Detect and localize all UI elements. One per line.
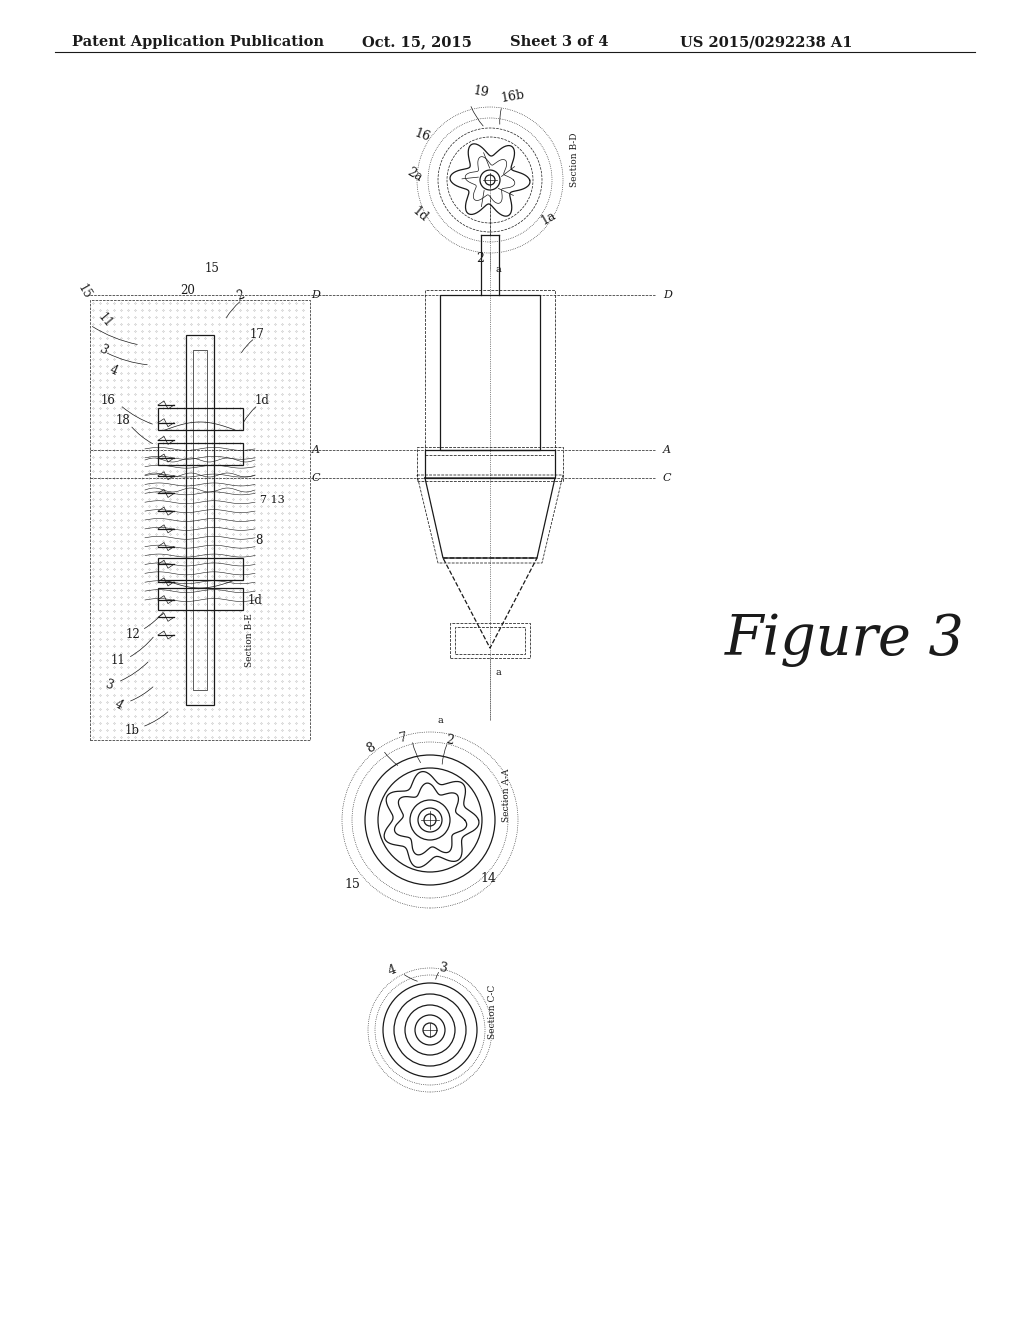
Text: 3: 3 bbox=[438, 961, 449, 975]
Bar bbox=[186, 335, 214, 705]
Text: 20: 20 bbox=[180, 284, 195, 297]
Bar bbox=[158, 444, 243, 465]
Text: A: A bbox=[312, 445, 319, 455]
Text: 11: 11 bbox=[111, 653, 125, 667]
Text: A: A bbox=[663, 445, 671, 455]
Text: US 2015/0292238 A1: US 2015/0292238 A1 bbox=[680, 36, 853, 49]
Text: a: a bbox=[495, 668, 501, 677]
Text: Sheet 3 of 4: Sheet 3 of 4 bbox=[510, 36, 608, 49]
Text: 17: 17 bbox=[250, 329, 265, 342]
Text: a: a bbox=[495, 265, 501, 275]
Text: 15: 15 bbox=[205, 261, 220, 275]
Text: 4: 4 bbox=[108, 363, 120, 378]
Text: 1b: 1b bbox=[125, 723, 140, 737]
Bar bbox=[455, 627, 525, 653]
Text: 1d: 1d bbox=[248, 594, 263, 606]
Text: 16b: 16b bbox=[500, 88, 526, 106]
Text: 3: 3 bbox=[103, 677, 115, 693]
Text: 16: 16 bbox=[100, 393, 115, 407]
Text: 2: 2 bbox=[476, 252, 484, 265]
Text: 15: 15 bbox=[75, 282, 93, 302]
Bar bbox=[425, 450, 555, 478]
Bar bbox=[450, 623, 530, 657]
Text: C: C bbox=[663, 473, 672, 483]
Text: 16: 16 bbox=[413, 127, 432, 144]
Text: 2a: 2a bbox=[406, 165, 425, 185]
Bar bbox=[158, 587, 243, 610]
Text: 1d: 1d bbox=[255, 393, 270, 407]
Text: Section C-C: Section C-C bbox=[488, 985, 497, 1039]
Text: 8: 8 bbox=[255, 533, 262, 546]
Text: 7 13: 7 13 bbox=[260, 495, 285, 506]
Text: 1d: 1d bbox=[410, 205, 430, 226]
Text: 1a: 1a bbox=[538, 209, 558, 227]
Bar bbox=[193, 350, 207, 690]
Bar bbox=[158, 558, 243, 579]
Text: Section B-D: Section B-D bbox=[570, 133, 579, 187]
Text: 12: 12 bbox=[125, 628, 140, 642]
Text: Patent Application Publication: Patent Application Publication bbox=[72, 36, 324, 49]
Bar bbox=[417, 447, 563, 480]
Bar bbox=[425, 290, 555, 455]
Text: Figure 3: Figure 3 bbox=[725, 612, 965, 668]
Text: 4: 4 bbox=[386, 962, 398, 978]
Text: 7: 7 bbox=[398, 731, 408, 744]
Text: Section B-E: Section B-E bbox=[245, 612, 254, 667]
Text: 14: 14 bbox=[480, 871, 496, 884]
Text: D: D bbox=[311, 290, 319, 300]
Text: C: C bbox=[311, 473, 319, 483]
Text: 2: 2 bbox=[234, 288, 247, 302]
Text: 18: 18 bbox=[116, 413, 130, 426]
Bar bbox=[90, 300, 310, 741]
Bar bbox=[440, 294, 540, 450]
Text: 2: 2 bbox=[445, 733, 455, 747]
Text: 8: 8 bbox=[365, 741, 378, 755]
Text: 11: 11 bbox=[95, 310, 115, 330]
Text: 19: 19 bbox=[472, 84, 489, 100]
Bar bbox=[158, 408, 243, 430]
Text: Section A-A: Section A-A bbox=[502, 768, 511, 822]
Text: 4: 4 bbox=[112, 697, 125, 713]
Text: 15: 15 bbox=[344, 879, 360, 891]
Text: 3: 3 bbox=[97, 342, 110, 358]
Text: D: D bbox=[663, 290, 672, 300]
Text: a: a bbox=[438, 715, 443, 725]
Text: Oct. 15, 2015: Oct. 15, 2015 bbox=[362, 36, 472, 49]
